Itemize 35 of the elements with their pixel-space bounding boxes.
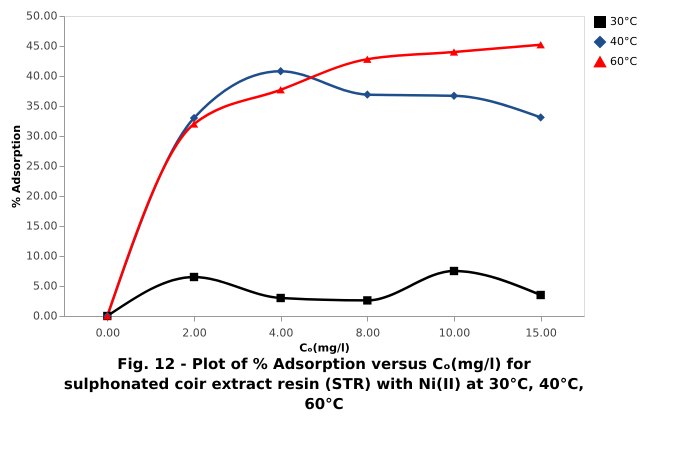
point: [276, 86, 285, 94]
y-tick-label: 20.00: [26, 190, 58, 202]
legend-label: 60°C: [610, 55, 638, 68]
point: [363, 56, 372, 63]
y-tick-label: 0.00: [33, 310, 58, 322]
point: [536, 113, 545, 122]
y-tick-label: 50.00: [26, 10, 58, 22]
text: Fig. 12 - Plot of % Adsorption versus Cₒ(mg/l) for sulphonated coir extract resin (STR) with Ni(II) at 30°C, 40°C, 60°C: [64, 355, 584, 413]
point: [450, 48, 458, 56]
y-tick-label: 45.00: [26, 40, 58, 52]
y-tick-label: 30.00: [26, 130, 58, 142]
legend-label: 30°C: [610, 15, 638, 28]
y-tick-label: 15.00: [26, 220, 58, 232]
y-tick-label: 10.00: [26, 250, 58, 262]
x-tick-label: 4.00: [268, 326, 294, 340]
x-tick-label: 2.00: [182, 326, 207, 340]
x-tick-label: 0.00: [96, 326, 120, 340]
point: [276, 294, 285, 302]
point: [536, 41, 545, 48]
point: [190, 114, 198, 122]
y-axis-title: % Adsorption: [10, 124, 24, 208]
point: [450, 266, 458, 276]
point: [276, 67, 285, 76]
y-tick-label: 40.00: [26, 70, 58, 82]
point: [536, 290, 545, 300]
x-tick-label: 8.00: [356, 326, 380, 340]
point: [190, 272, 198, 282]
x-tick-label: 15.00: [525, 326, 557, 340]
x-axis-title: Cₒ(mg/l): [299, 342, 350, 354]
y-tick-label: 25.00: [26, 160, 58, 172]
y-tick-label: 5.00: [33, 280, 58, 292]
x-tick-label: 10.00: [438, 326, 470, 340]
y-tick-label: 35.00: [26, 100, 58, 112]
point: [363, 296, 372, 305]
legend-label: 40°C: [610, 35, 638, 48]
